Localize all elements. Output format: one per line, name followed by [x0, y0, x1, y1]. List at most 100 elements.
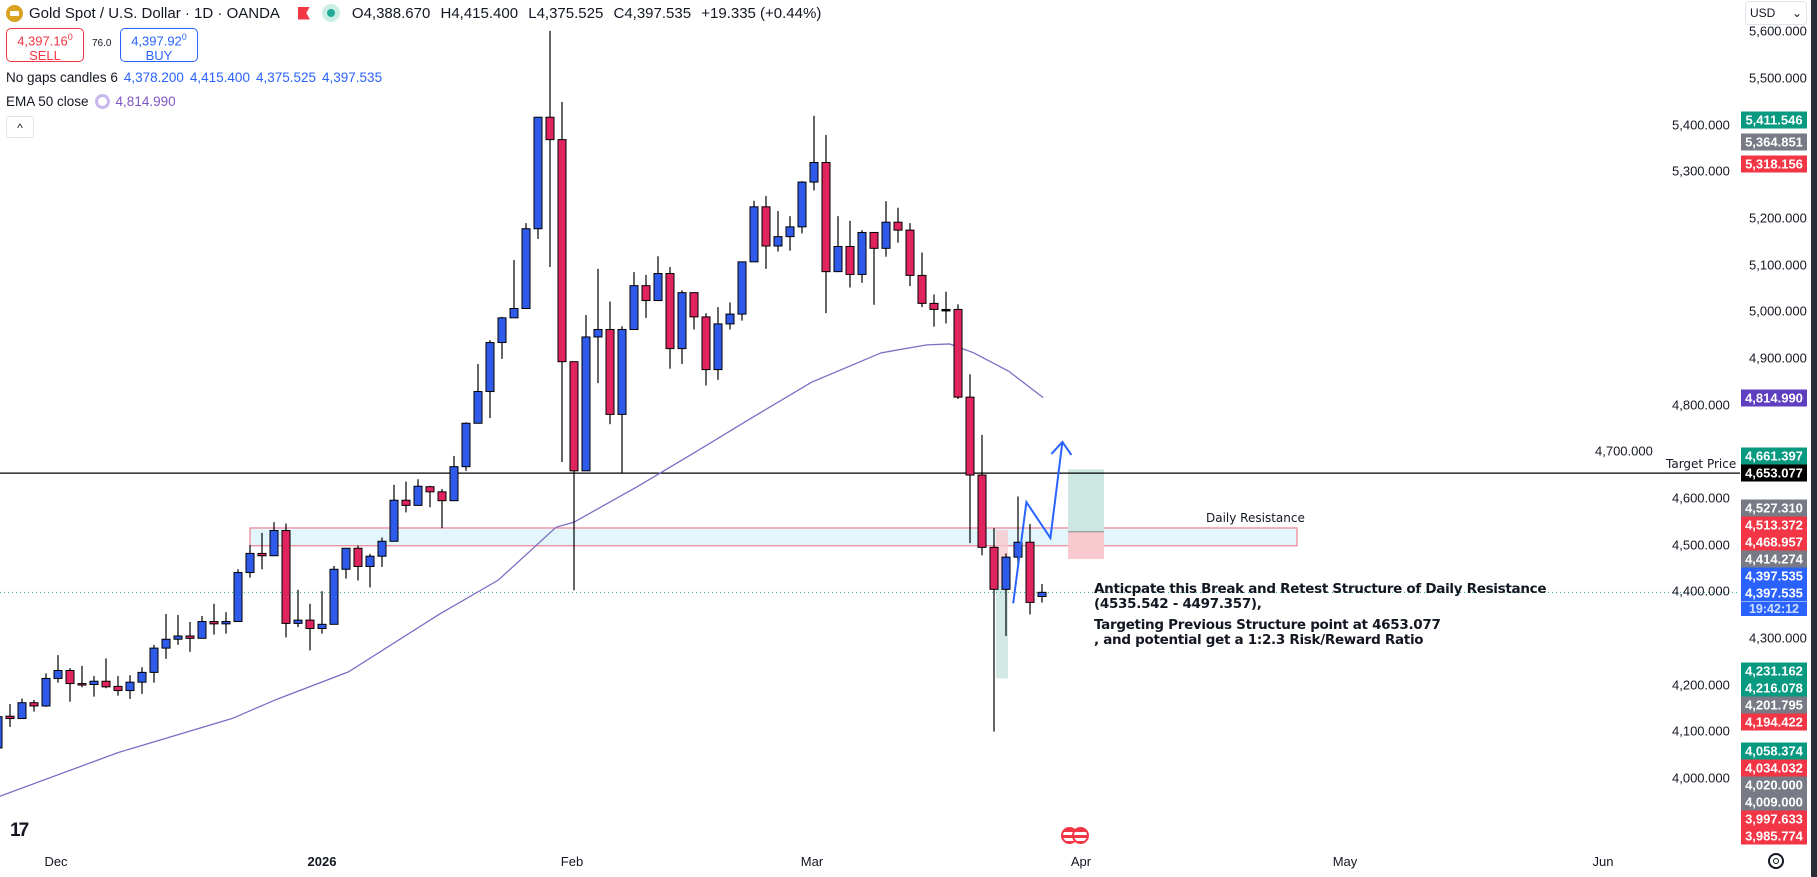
- candle-body: [953, 308, 963, 398]
- analysis-note[interactable]: Anticpate this Break and Retest Structur…: [1094, 581, 1547, 648]
- loading-icon: [94, 94, 110, 109]
- candle-body: [113, 685, 123, 692]
- candle: [233, 569, 243, 623]
- daily-resistance-zone[interactable]: [249, 527, 1298, 547]
- candle: [197, 615, 207, 639]
- candle-body: [329, 568, 339, 625]
- candle: [17, 698, 27, 720]
- price-label: 3,985.774: [1741, 827, 1807, 845]
- currency-dropdown[interactable]: USD ⌄: [1745, 1, 1807, 25]
- price-tick: 4,300.000: [1749, 630, 1807, 646]
- candle-body: [641, 285, 651, 302]
- price-chart[interactable]: [0, 0, 1740, 845]
- price-label: 5,364.851: [1741, 133, 1807, 151]
- time-axis[interactable]: Dec 2026 Feb Mar Apr May Jun: [0, 845, 1811, 877]
- price-tick: 4,900.000: [1749, 350, 1807, 366]
- time-label: Dec: [44, 854, 68, 869]
- collapse-legend-button[interactable]: ^: [6, 116, 34, 138]
- flag-icon[interactable]: [297, 6, 310, 20]
- time-label: 2026: [307, 854, 337, 869]
- candle: [209, 603, 219, 635]
- candle: [425, 485, 435, 508]
- buy-button[interactable]: 4,397.920 BUY: [120, 28, 198, 63]
- candle-body: [5, 715, 15, 720]
- tradingview-logo[interactable]: 17: [10, 820, 29, 841]
- projection-arrow[interactable]: [1012, 440, 1073, 604]
- candle-body: [845, 245, 855, 275]
- candle: [833, 216, 843, 273]
- candle: [89, 676, 99, 697]
- price-tick: 5,200.000: [1749, 210, 1807, 226]
- candle-body: [233, 572, 243, 623]
- candle-body: [509, 308, 519, 319]
- candle: [245, 545, 255, 578]
- time-label: Jun: [1592, 854, 1614, 869]
- candle-body: [677, 292, 687, 350]
- candle: [557, 101, 567, 462]
- candle: [449, 455, 459, 502]
- target-zone: [996, 585, 1008, 679]
- price-tick: 4,400.000: [1672, 583, 1730, 599]
- price-label: 4,814.990: [1741, 389, 1807, 406]
- candle-body: [521, 228, 531, 310]
- settings-icon[interactable]: [1768, 853, 1784, 869]
- candle-body: [977, 474, 987, 548]
- candle-body: [785, 226, 795, 238]
- symbol-title[interactable]: Gold Spot / U.S. Dollar · 1D · OANDA: [29, 4, 280, 22]
- symbol-header: Gold Spot / U.S. Dollar · 1D · OANDA O4,…: [6, 4, 821, 22]
- candle: [809, 115, 819, 191]
- candle-body: [317, 623, 327, 630]
- candle-body: [293, 619, 303, 624]
- candle-body: [221, 621, 231, 625]
- candle: [821, 134, 831, 314]
- candle-body: [689, 292, 699, 318]
- price-tick: 4,000.000: [1672, 770, 1730, 786]
- candle: [173, 614, 183, 645]
- scrollbar[interactable]: [1811, 0, 1817, 877]
- candle-body: [653, 273, 663, 302]
- candle: [545, 30, 555, 267]
- price-label: 4,468.957: [1741, 533, 1807, 551]
- candle: [53, 655, 63, 683]
- candle-body: [149, 647, 159, 673]
- candle-body: [365, 555, 375, 567]
- time-label: Feb: [560, 854, 584, 869]
- candle-body: [857, 231, 867, 275]
- candle: [365, 553, 375, 588]
- candle: [41, 673, 51, 707]
- candle-body: [881, 221, 891, 249]
- price-label: 4,397.535: [1741, 584, 1807, 602]
- candle-body: [545, 116, 555, 141]
- candle: [689, 292, 699, 330]
- price-tick: 5,300.000: [1672, 163, 1730, 179]
- candle-body: [713, 323, 723, 371]
- candle: [1013, 496, 1023, 566]
- candle-body: [461, 422, 471, 468]
- us-flag-icon[interactable]: [1072, 827, 1089, 844]
- price-tick: 5,400.000: [1672, 117, 1730, 133]
- candle-body: [1025, 541, 1035, 603]
- candle: [353, 545, 363, 581]
- candle: [137, 667, 147, 694]
- candle-body: [701, 316, 711, 371]
- indicator-no-gaps[interactable]: No gaps candles 6 4,378.200 4,415.400 4,…: [6, 70, 383, 85]
- candle-body: [917, 274, 927, 304]
- candle: [713, 307, 723, 380]
- price-label: 4,201.795: [1741, 696, 1807, 714]
- candle-body: [533, 116, 543, 230]
- price-tick: 4,800.000: [1672, 397, 1730, 413]
- candle: [893, 207, 903, 243]
- indicator-ema[interactable]: EMA 50 close 4,814.990: [6, 94, 176, 109]
- price-tick: 5,600.000: [1749, 23, 1807, 39]
- target-zone: [1068, 469, 1104, 532]
- candle-body: [29, 702, 39, 707]
- price-tick: 4,600.000: [1672, 490, 1730, 506]
- candle: [953, 304, 963, 400]
- long-position-tool[interactable]: [1068, 469, 1104, 560]
- sell-button[interactable]: 4,397.160 SELL: [6, 28, 84, 63]
- candle: [1037, 584, 1047, 603]
- candle: [389, 484, 399, 542]
- candle: [113, 676, 123, 696]
- price-tick: 4,100.000: [1672, 723, 1730, 739]
- economic-events[interactable]: [1061, 827, 1089, 844]
